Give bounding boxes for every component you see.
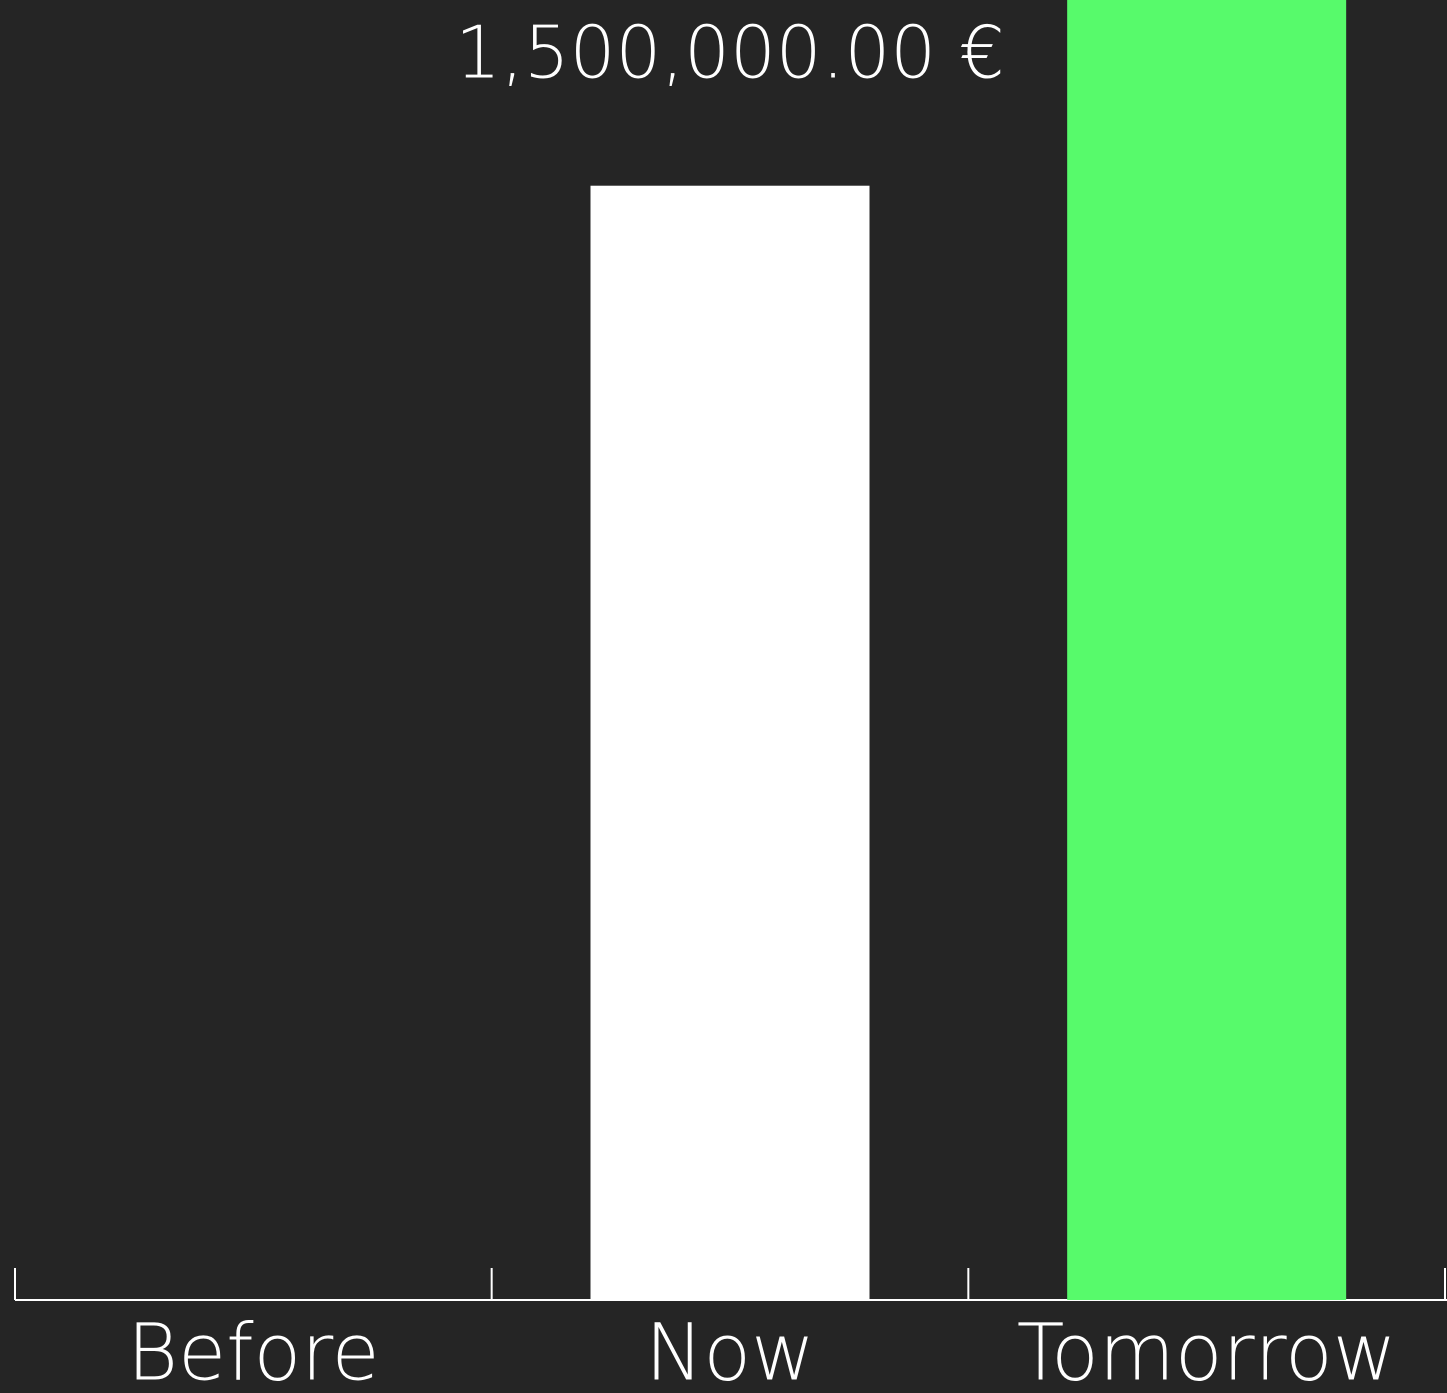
x-tick-label: Now — [645, 1309, 815, 1393]
x-tick-label: Before — [127, 1309, 380, 1393]
bar — [590, 185, 870, 1301]
x-tick-label: Tomorrow — [1017, 1309, 1397, 1393]
value-label: 1,500,000.00 € — [455, 11, 1005, 95]
bar — [1067, 0, 1347, 1300]
